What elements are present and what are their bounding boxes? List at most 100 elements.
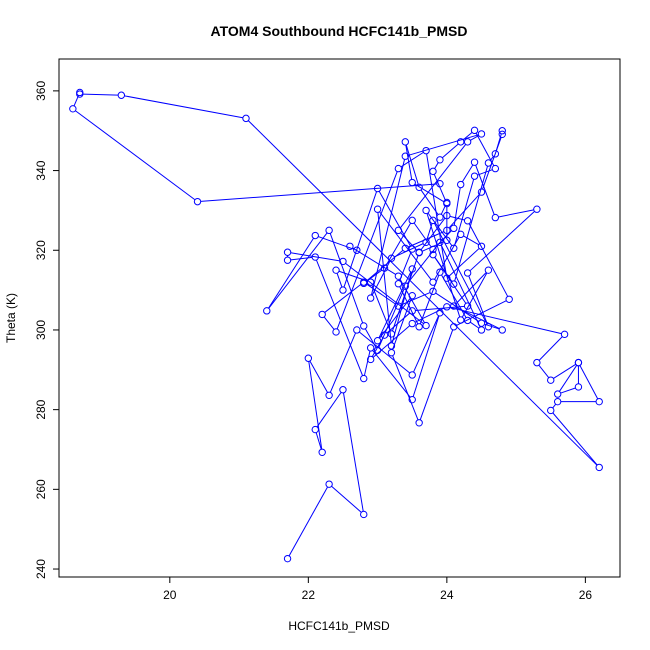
y-tick-label: 340 <box>34 160 48 180</box>
data-point <box>353 326 361 334</box>
data-point <box>429 278 437 286</box>
series-line-segment <box>288 486 328 557</box>
data-point <box>429 287 437 296</box>
series-line-segment <box>405 144 419 185</box>
data-point <box>443 198 451 207</box>
data-point <box>408 178 416 187</box>
series-line-segment <box>268 232 328 309</box>
data-point <box>436 268 444 276</box>
data-point <box>373 184 382 193</box>
data-point <box>491 150 500 158</box>
data-point <box>311 231 319 240</box>
y-axis-label: Theta (K) <box>4 293 18 343</box>
series-line-segment <box>455 272 487 305</box>
series-line-segment <box>331 485 362 513</box>
series-line-segment <box>442 143 459 159</box>
data-point <box>470 158 479 166</box>
data-point <box>595 463 603 472</box>
data-point <box>311 425 319 434</box>
data-point <box>450 323 458 331</box>
x-axis: 20 22 24 26 <box>163 577 592 602</box>
data-point <box>443 211 451 220</box>
series-line-segment <box>552 403 557 409</box>
data-point <box>346 242 354 250</box>
y-axis: 240 260 280 300 320 340 360 <box>34 81 59 579</box>
data-point <box>505 295 513 303</box>
series-line-segment <box>434 162 439 169</box>
data-point <box>415 248 423 257</box>
data-point <box>560 330 569 339</box>
series-line-segment <box>290 256 313 261</box>
data-point <box>318 310 326 319</box>
series-line-segment <box>448 194 480 229</box>
data-point <box>463 269 472 277</box>
y-tick-label: 300 <box>34 320 48 340</box>
series-line-segment <box>399 144 467 229</box>
x-tick-label: 20 <box>163 588 177 602</box>
data-point <box>394 226 403 235</box>
data-point <box>387 342 396 350</box>
series-line-segment <box>386 312 411 334</box>
series-line-segment <box>413 315 440 373</box>
data-point <box>408 319 416 328</box>
series-line-segment <box>364 328 377 348</box>
data-point <box>366 355 375 364</box>
series-line-segment <box>461 164 474 183</box>
series-line-segment <box>413 222 432 248</box>
data-point <box>401 282 409 290</box>
data-point <box>283 554 292 563</box>
data-point <box>422 238 430 246</box>
data-point <box>484 159 493 167</box>
series-line-segment <box>553 363 577 379</box>
series-line-segment <box>124 95 243 119</box>
series-line-segment <box>392 298 412 350</box>
data-point <box>422 206 430 215</box>
data-point <box>401 152 409 160</box>
y-tick-label: 260 <box>34 479 48 499</box>
series-line-segment <box>453 187 461 226</box>
data-point <box>477 130 486 138</box>
data-point <box>339 286 347 294</box>
series-line-segment <box>377 212 392 343</box>
series-line-segment <box>538 336 563 361</box>
data-point <box>415 183 423 192</box>
data-point <box>547 406 555 415</box>
series-line-segment <box>308 361 323 450</box>
data-point <box>394 164 403 173</box>
data-point <box>470 126 479 135</box>
data-point <box>318 448 326 456</box>
series-line-segment <box>426 153 447 276</box>
series-line-segment <box>427 212 453 246</box>
data-point <box>477 319 486 327</box>
series-line-segment <box>372 350 411 398</box>
series-line-segment <box>82 93 119 96</box>
data-point <box>325 226 333 235</box>
data-point <box>477 188 486 196</box>
data-point <box>193 197 202 206</box>
data-point <box>283 256 292 264</box>
data-point <box>387 330 396 338</box>
data-point <box>408 307 416 315</box>
series-line-segment <box>316 392 342 428</box>
x-tick-label: 26 <box>579 588 593 602</box>
data-point <box>360 510 368 519</box>
data-point <box>463 302 472 310</box>
data-point <box>387 254 396 262</box>
data-point <box>380 264 389 272</box>
data-point <box>477 242 486 250</box>
data-point <box>491 213 500 222</box>
data-point <box>436 238 444 246</box>
series-line-segment <box>323 316 335 330</box>
series-line-segment <box>392 355 419 421</box>
series-line-segment <box>426 223 433 240</box>
data-point <box>366 294 375 302</box>
series-line-segment <box>469 211 535 272</box>
data-point <box>353 246 361 254</box>
series-line-segment <box>454 165 489 282</box>
series-line-segment <box>318 236 354 250</box>
series-line-segment <box>433 174 447 201</box>
data-point <box>491 164 500 173</box>
data-point <box>484 323 493 331</box>
data-point <box>498 326 506 334</box>
series-line-segment <box>419 329 454 420</box>
